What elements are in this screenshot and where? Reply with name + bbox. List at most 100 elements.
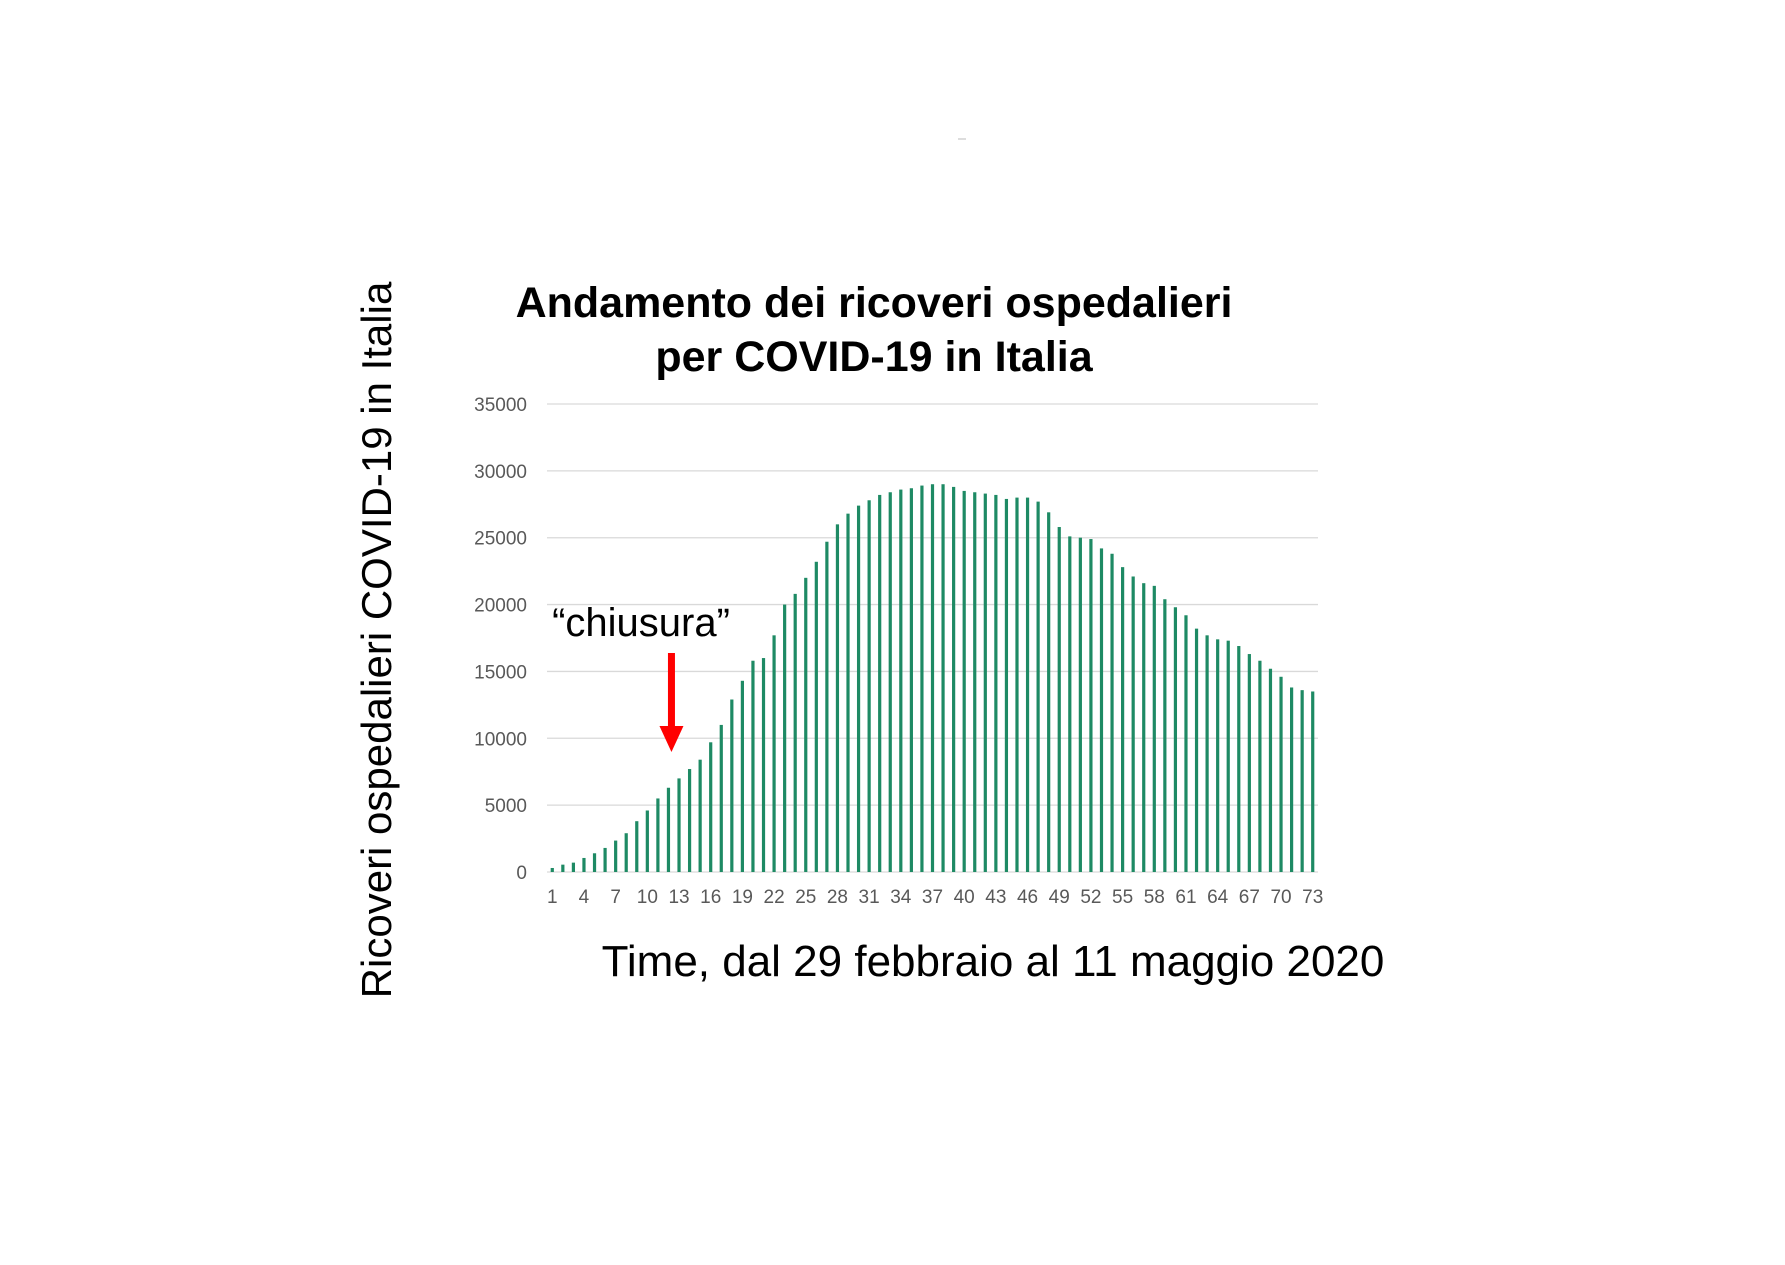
bar <box>1004 498 1009 872</box>
x-tick-label: 16 <box>700 887 721 908</box>
arrow-head <box>659 726 684 752</box>
x-tick-label: 19 <box>732 887 753 908</box>
bar <box>1131 576 1135 872</box>
bar <box>1047 512 1051 872</box>
bar <box>888 492 892 872</box>
bar <box>1311 691 1315 872</box>
bars <box>550 484 1315 872</box>
y-tick-label: 30000 <box>474 462 527 483</box>
y-tick-label: 35000 <box>474 395 527 416</box>
bar <box>1268 668 1273 872</box>
bar <box>867 500 871 872</box>
bar <box>1247 654 1251 872</box>
bar <box>878 494 882 872</box>
x-tick-label: 55 <box>1112 887 1133 908</box>
bar <box>909 488 913 872</box>
x-tick-label: 67 <box>1239 887 1260 908</box>
bar <box>614 840 618 872</box>
y-axis-label: Ricoveri ospedalieri COVID-19 in Italia <box>353 281 400 998</box>
annotation-label: “chiusura” <box>552 601 730 645</box>
bar <box>1089 539 1093 872</box>
bar <box>666 787 671 872</box>
x-tick-label: 61 <box>1175 887 1196 908</box>
bar <box>571 862 576 872</box>
y-tick-label: 20000 <box>474 596 527 617</box>
bar <box>941 484 945 872</box>
bar <box>751 660 755 872</box>
y-tick-label: 15000 <box>474 662 527 683</box>
bar <box>550 867 554 872</box>
bar <box>635 821 639 872</box>
x-tick-label: 58 <box>1144 887 1165 908</box>
bar <box>846 513 850 872</box>
bar <box>1205 635 1209 872</box>
bar <box>561 864 565 872</box>
x-tick-label: 1 <box>547 887 558 908</box>
bar <box>835 524 840 872</box>
bar <box>962 490 966 872</box>
x-tick-label: 31 <box>859 887 880 908</box>
bar <box>1184 615 1188 872</box>
bar <box>656 798 660 872</box>
bar <box>814 561 818 872</box>
bar <box>1121 567 1125 872</box>
bar <box>603 847 607 872</box>
bar <box>1237 646 1241 872</box>
bar <box>1015 497 1019 872</box>
chart-title-line-2: per COVID-19 in Italia <box>655 333 1093 381</box>
x-tick-label: 13 <box>668 887 689 908</box>
x-tick-label: 7 <box>610 887 621 908</box>
bar <box>730 699 734 872</box>
bar <box>1289 687 1294 872</box>
x-tick-label: 73 <box>1302 887 1323 908</box>
bar <box>709 742 713 872</box>
bar <box>677 778 681 872</box>
bar <box>930 484 935 872</box>
bar <box>761 658 766 872</box>
x-tick-label: 34 <box>890 887 912 908</box>
y-tick-labels: 0 5000 10000 15000 20000 25000 30000 35000 <box>474 395 527 884</box>
bar <box>994 494 998 872</box>
bar <box>1279 676 1283 872</box>
bar <box>687 769 692 872</box>
bar <box>983 493 987 872</box>
bar <box>592 853 597 872</box>
bar <box>793 593 797 872</box>
bar <box>952 486 956 872</box>
bar <box>783 604 787 872</box>
x-tick-label: 40 <box>954 887 975 908</box>
x-axis-label: Time, dal 29 febbraio al 11 maggio 2020 <box>602 937 1385 986</box>
bar <box>1258 660 1262 872</box>
bar <box>1194 628 1199 872</box>
bar <box>624 833 628 872</box>
bar <box>856 505 861 872</box>
x-tick-label: 43 <box>985 887 1006 908</box>
bar <box>1142 583 1146 872</box>
x-tick-label: 25 <box>795 887 816 908</box>
x-tick-label: 52 <box>1080 887 1101 908</box>
bar <box>1216 639 1220 872</box>
y-tick-label: 5000 <box>485 796 527 817</box>
bar <box>899 489 903 872</box>
bar <box>1078 537 1082 872</box>
y-tick-label: 0 <box>516 863 527 884</box>
bar <box>920 485 924 872</box>
x-tick-label: 4 <box>579 887 590 908</box>
bar <box>1025 497 1030 872</box>
x-tick-labels: 1 4 7 10 13 16 19 22 25 28 31 34 37 40 43 46 49 52 55 58 61 6… <box>547 887 1323 908</box>
bar <box>1036 501 1040 872</box>
bar <box>1068 536 1072 872</box>
bar <box>582 857 586 872</box>
x-tick-label: 22 <box>764 887 785 908</box>
annotation-arrow <box>659 653 684 752</box>
bar <box>1173 607 1178 872</box>
bar <box>772 635 776 872</box>
bar <box>1057 527 1061 872</box>
x-tick-label: 49 <box>1049 887 1070 908</box>
x-tick-label: 37 <box>922 887 943 908</box>
bar <box>1163 599 1167 872</box>
x-tick-label: 28 <box>827 887 848 908</box>
x-tick-label: 70 <box>1270 887 1291 908</box>
bar <box>1300 690 1304 872</box>
